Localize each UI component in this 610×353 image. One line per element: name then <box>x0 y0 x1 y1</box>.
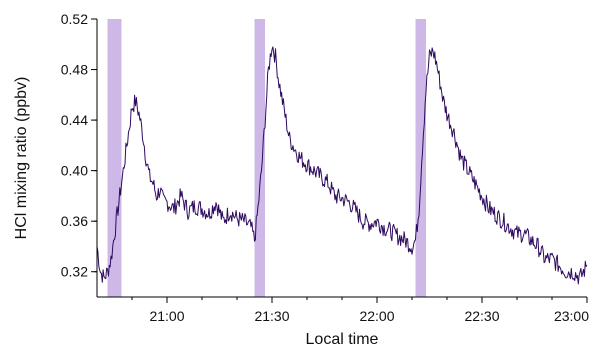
y-tick-label-4: 0.44 <box>61 112 88 128</box>
x-tick-label-2: 21:30 <box>254 308 289 324</box>
x-tick-label-4: 22:30 <box>464 308 499 324</box>
y-tick-label-1: 0.32 <box>61 264 88 280</box>
y-tick-label-6: 0.52 <box>61 11 88 27</box>
x-tick-label-5: 23:00 <box>554 308 589 324</box>
y-axis-title: HCl mixing ratio (ppbv) <box>13 77 30 240</box>
y-tick-label-2: 0.36 <box>61 213 88 229</box>
shaded-interval-3 <box>415 19 426 297</box>
y-tick-label-5: 0.48 <box>61 62 88 78</box>
y-tick-label-3: 0.40 <box>61 163 88 179</box>
shaded-interval-1 <box>107 19 122 297</box>
x-tick-label-1: 21:00 <box>149 308 184 324</box>
x-tick-label-3: 22:00 <box>359 308 394 324</box>
x-axis-title: Local time <box>306 331 379 348</box>
data-line-hcl <box>96 46 588 285</box>
shaded-interval-2 <box>254 19 265 297</box>
